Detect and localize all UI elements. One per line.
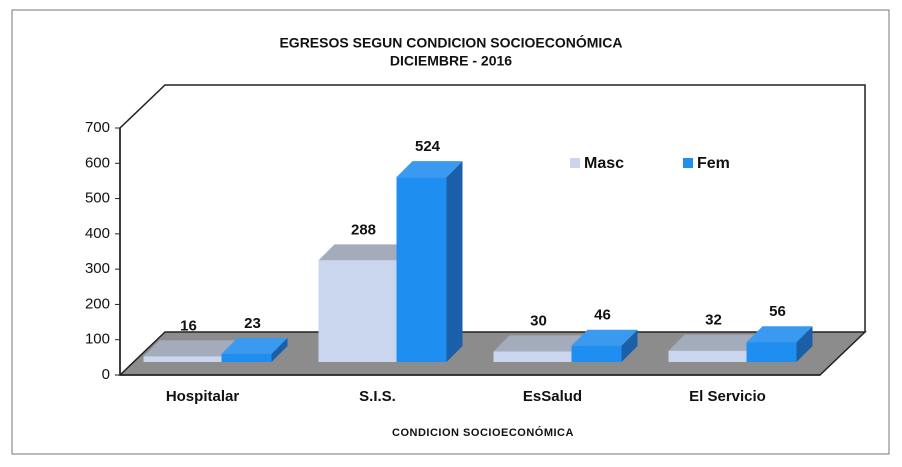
bar-side [621,329,638,362]
bar-top [493,335,588,352]
y-tick-label: 0 [102,366,110,383]
bar [396,177,447,362]
bar-top [746,326,813,343]
legend-swatch [683,158,693,168]
x-tick-label: EsSalud [523,388,582,405]
chart-title: EGRESOS SEGUN CONDICION SOCIOECONÓMICA [279,34,622,51]
value-label: 46 [594,307,611,324]
legend-label: Masc [584,155,624,172]
value-label: 32 [705,312,722,329]
y-tick-label: 700 [85,119,110,136]
value-label: 524 [415,138,441,155]
value-label: 288 [351,221,376,238]
bar [318,260,397,362]
bar-top [221,337,288,354]
value-label: 56 [769,303,786,320]
x-axis-title: CONDICION SOCIOECONÓMICA [392,426,574,439]
value-label: 16 [180,317,197,334]
bar [746,342,797,362]
bar [668,350,747,362]
bar [143,356,222,362]
y-tick-label: 200 [85,295,110,312]
y-tick-label: 100 [85,331,110,348]
bar [571,345,622,362]
bar [221,353,272,362]
bar-top [571,329,638,346]
bar-top [396,161,463,178]
bar-top [318,244,413,261]
bar-side [796,326,813,362]
value-label: 30 [530,312,547,329]
chart-subtitle: DICIEMBRE - 2016 [390,53,512,69]
y-tick-label: 400 [85,225,110,242]
bar-side [271,337,288,362]
value-label: 23 [244,315,261,332]
legend-swatch [570,158,580,168]
bar-side [446,161,463,362]
bar-top [668,334,763,351]
x-tick-label: S.I.S. [359,388,396,405]
bar-top [143,340,238,357]
x-tick-label: Hospitalar [166,388,240,405]
x-tick-label: El Servicio [689,388,766,405]
y-tick-label: 300 [85,260,110,277]
legend-label: Fem [697,155,730,172]
y-tick-label: 600 [85,154,110,171]
y-tick-label: 500 [85,190,110,207]
bar [493,351,572,362]
